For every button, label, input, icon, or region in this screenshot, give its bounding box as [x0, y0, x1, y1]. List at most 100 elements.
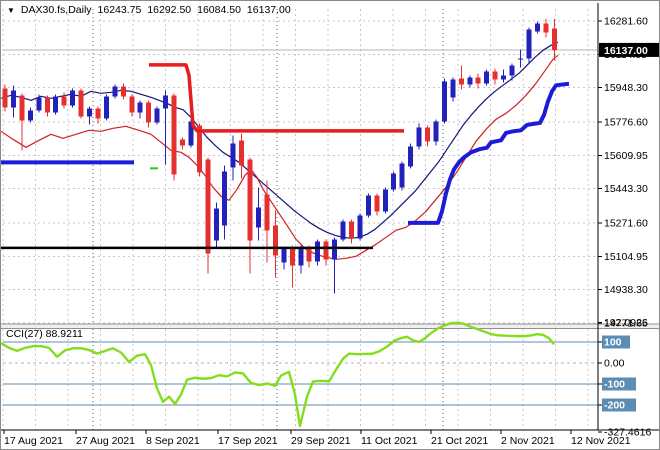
candle-body	[196, 125, 202, 173]
chart-title: ▼ DAX30.fs,Daily 16243.75 16292.50 16084.50 1…	[7, 4, 297, 16]
ma-line-red	[1, 54, 559, 260]
cci-indicator-label: CCI(27) 88.9211	[6, 328, 83, 340]
candle-body	[416, 127, 422, 147]
cci-line	[1, 321, 555, 428]
time-axis-label[interactable]: 17 Sep 2021	[218, 435, 278, 447]
candle-body	[289, 248, 295, 266]
candle-body	[399, 163, 405, 188]
candle-body	[103, 96, 109, 119]
candle-body	[163, 95, 169, 109]
cci-axis-label[interactable]: -200	[604, 400, 625, 412]
cci-axis-label[interactable]: -327.4616	[604, 426, 651, 438]
candle-body	[433, 121, 439, 142]
candle-body	[44, 97, 50, 113]
price-axis-label[interactable]: 15271.60	[604, 218, 648, 230]
candle-body	[120, 86, 126, 97]
candle-body	[332, 239, 338, 260]
candle-body	[509, 65, 515, 76]
current-price-label: 16137.00	[604, 45, 648, 57]
time-axis-label[interactable]: 11 Oct 2021	[361, 435, 418, 447]
price-axis-label[interactable]: 14771.65	[604, 317, 648, 329]
ohlc-close: 16137.00	[246, 4, 291, 16]
candle-body	[61, 96, 67, 106]
candle-body	[425, 127, 430, 142]
candle-body	[340, 221, 346, 240]
candle-body	[365, 195, 371, 216]
candle-body	[543, 23, 549, 33]
candle-body	[27, 110, 33, 121]
candle-body	[171, 95, 177, 175]
resistance-line-red	[149, 63, 404, 133]
candle-body	[441, 81, 447, 122]
candle-body	[78, 90, 84, 117]
candle-body	[205, 159, 211, 254]
candle-body	[239, 140, 245, 166]
candle-body	[70, 90, 76, 106]
time-axis-label[interactable]: 2 Nov 2021	[501, 435, 555, 447]
candle-body	[467, 77, 473, 85]
ma-line-navy	[1, 41, 559, 239]
candle-body	[348, 221, 354, 239]
cci-axis-label[interactable]: 0.00	[604, 358, 625, 370]
candle-body	[492, 71, 498, 80]
candle-body	[475, 77, 481, 84]
price-axis-label[interactable]: 15609.95	[604, 150, 648, 162]
candle-body	[146, 102, 152, 123]
candle-body	[10, 90, 16, 108]
candle-body	[458, 78, 464, 85]
candle-body	[374, 195, 380, 212]
candle-body	[517, 58, 523, 60]
candle-body	[230, 143, 236, 168]
candle-body	[256, 207, 261, 228]
candle-body	[450, 79, 456, 98]
price-axis-label[interactable]: 15776.60	[604, 117, 648, 129]
time-axis-label[interactable]: 29 Sep 2021	[291, 435, 351, 447]
cci-axis-label[interactable]: 192.0926	[604, 317, 648, 329]
candle-body	[315, 241, 321, 262]
candle-body	[272, 225, 278, 256]
panel-separator	[1, 324, 659, 329]
candle-body	[247, 159, 253, 241]
candle-body	[298, 247, 304, 266]
candle-body	[53, 96, 59, 113]
ohlc-open: 16243.75	[97, 4, 142, 16]
candle-body	[222, 171, 228, 226]
candle-body	[112, 86, 118, 97]
cci-axis-label[interactable]: 100	[604, 337, 622, 349]
candle-body	[408, 146, 414, 167]
candle-body	[323, 241, 329, 260]
candle-body	[19, 95, 25, 121]
price-axis-label[interactable]: 14938.30	[604, 284, 648, 296]
cci-axis-label[interactable]: -100	[604, 379, 625, 391]
time-axis-label[interactable]: 12 Nov 2021	[571, 435, 631, 447]
price-axis-label[interactable]: 15104.95	[604, 251, 648, 263]
ohlc-low: 16084.50	[197, 4, 241, 16]
candle-body	[306, 247, 312, 262]
candle-body	[129, 96, 135, 113]
candle-body	[154, 108, 160, 123]
current-price-box	[599, 42, 659, 57]
candle-body	[87, 108, 92, 117]
cci-axis-box	[602, 335, 630, 349]
price-axis-label[interactable]: 15948.30	[604, 82, 648, 94]
time-axis-label[interactable]: 27 Aug 2021	[76, 435, 135, 447]
price-axis-label[interactable]: 15443.30	[604, 183, 648, 195]
cci-axis-box	[602, 398, 636, 412]
time-axis-label[interactable]: 21 Oct 2021	[431, 435, 488, 447]
candle-body	[391, 173, 397, 190]
symbol-dropdown-icon[interactable]: ▼	[7, 6, 15, 15]
candle-body	[2, 88, 8, 108]
trailing-stop-line-blue	[408, 81, 570, 225]
time-axis-label[interactable]: 17 Aug 2021	[4, 435, 63, 447]
price-axis-label[interactable]: 16281.60	[604, 16, 648, 28]
candle-body	[213, 208, 219, 241]
time-axis-label[interactable]: 8 Sep 2021	[146, 435, 200, 447]
candle-body	[137, 102, 143, 113]
candle-body	[484, 71, 490, 84]
candle-body	[501, 75, 507, 80]
candle-body	[264, 194, 270, 231]
candle-body	[281, 248, 287, 263]
